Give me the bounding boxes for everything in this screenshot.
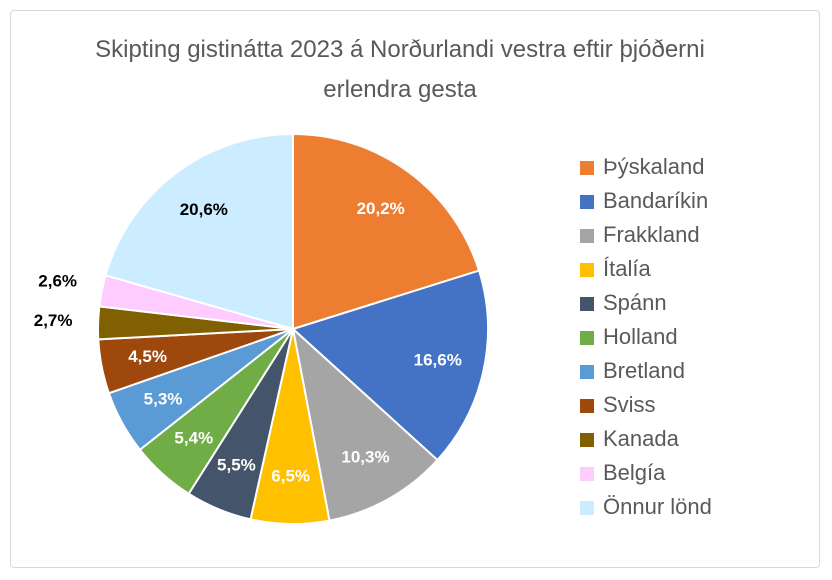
- data-label: 2,6%: [38, 271, 77, 290]
- legend-label: Bretland: [603, 358, 685, 383]
- legend-swatch: [580, 229, 594, 243]
- legend-label: Spánn: [603, 290, 667, 315]
- legend-label: Önnur lönd: [603, 494, 712, 519]
- data-label: 16,6%: [414, 350, 462, 369]
- legend-label: Sviss: [603, 392, 656, 417]
- legend-swatch: [580, 161, 594, 175]
- legend-swatch: [580, 467, 594, 481]
- legend-swatch: [580, 365, 594, 379]
- legend-swatch: [580, 399, 594, 413]
- legend-swatch: [580, 433, 594, 447]
- data-label: 2,7%: [34, 311, 73, 330]
- legend-swatch: [580, 501, 594, 515]
- data-label: 6,5%: [271, 467, 310, 486]
- legend-swatch: [580, 195, 594, 209]
- legend-swatch: [580, 297, 594, 311]
- legend-label: Belgía: [603, 460, 666, 485]
- pie-slice: [292, 132, 481, 331]
- data-label: 20,2%: [357, 199, 405, 218]
- legend-label: Ítalía: [603, 256, 651, 281]
- data-label: 5,4%: [174, 429, 213, 448]
- data-label: 5,5%: [217, 455, 256, 474]
- legend-label: Þýskaland: [603, 154, 705, 179]
- chart-title: Skipting gistinátta 2023 á Norðurlandi v…: [95, 36, 705, 103]
- legend-swatch: [580, 331, 594, 345]
- data-label: 20,6%: [180, 200, 228, 219]
- legend-label: Holland: [603, 324, 678, 349]
- legend-label: Bandaríkin: [603, 188, 708, 213]
- data-label: 5,3%: [144, 390, 183, 409]
- data-label: 10,3%: [341, 448, 389, 467]
- legend-swatch: [580, 263, 594, 277]
- pie-slice: [291, 326, 439, 522]
- chart-frame: [10, 10, 820, 568]
- legend-label: Kanada: [603, 426, 680, 451]
- pie-slice: [291, 269, 489, 462]
- legend-label: Frakkland: [603, 222, 700, 247]
- data-label: 4,5%: [128, 347, 167, 366]
- pie-slice: [104, 132, 294, 331]
